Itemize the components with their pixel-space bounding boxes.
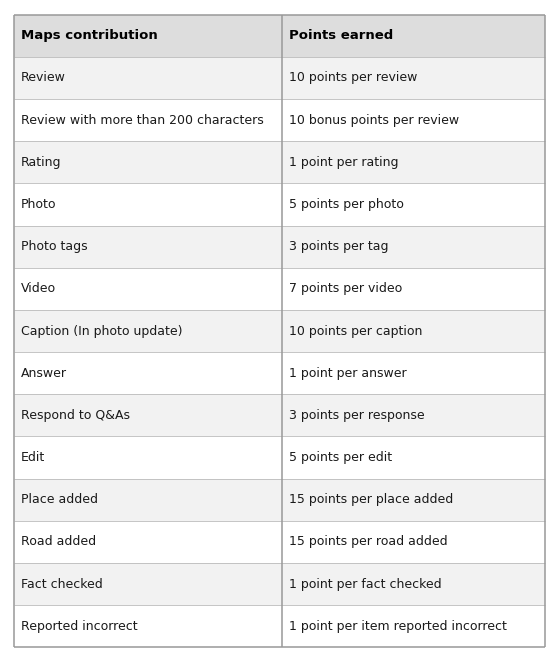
Text: 10 points per caption: 10 points per caption [289,324,422,338]
Text: Video: Video [21,282,56,295]
Text: Caption (In photo update): Caption (In photo update) [21,324,182,338]
Bar [14,352,282,395]
Bar [14,183,282,226]
Bar [14,479,282,521]
Bar [282,479,545,521]
Bar [14,15,282,57]
Bar [282,521,545,563]
Text: 15 points per place added: 15 points per place added [289,493,453,506]
Bar [282,352,545,395]
Bar [282,15,545,57]
Bar [14,99,282,141]
Text: 3 points per response: 3 points per response [289,409,424,422]
Text: 10 points per review: 10 points per review [289,71,417,84]
Bar [14,57,282,99]
Text: 10 bonus points per review: 10 bonus points per review [289,114,459,126]
Text: Maps contribution: Maps contribution [21,29,158,42]
Text: 3 points per tag: 3 points per tag [289,240,389,253]
Text: Points earned: Points earned [289,29,393,42]
Bar [282,605,545,647]
Bar [282,141,545,183]
Bar [282,310,545,352]
Bar [282,57,545,99]
Bar [282,563,545,605]
Bar [282,183,545,226]
Text: Review: Review [21,71,65,84]
Text: Place added: Place added [21,493,98,506]
Bar [14,563,282,605]
Bar [14,226,282,267]
Bar [14,267,282,310]
Text: Review with more than 200 characters: Review with more than 200 characters [21,114,263,126]
Text: 5 points per photo: 5 points per photo [289,198,404,211]
Bar [14,395,282,436]
Bar [282,267,545,310]
Bar [282,395,545,436]
Text: Photo tags: Photo tags [21,240,87,253]
Text: 1 point per answer: 1 point per answer [289,367,406,380]
Text: Edit: Edit [21,451,45,464]
Text: 1 point per rating: 1 point per rating [289,156,399,169]
Text: 1 point per fact checked: 1 point per fact checked [289,578,442,591]
Bar [14,521,282,563]
Bar [14,141,282,183]
Bar [282,99,545,141]
Text: Fact checked: Fact checked [21,578,102,591]
Bar [14,605,282,647]
Text: 5 points per edit: 5 points per edit [289,451,392,464]
Text: Respond to Q&As: Respond to Q&As [21,409,130,422]
Bar [14,310,282,352]
Bar [14,436,282,479]
Text: 7 points per video: 7 points per video [289,282,402,295]
Bar [282,436,545,479]
Text: Reported incorrect: Reported incorrect [21,620,138,633]
Text: 15 points per road added: 15 points per road added [289,536,448,548]
Text: Answer: Answer [21,367,67,380]
Text: Rating: Rating [21,156,61,169]
Text: Photo: Photo [21,198,56,211]
Text: 1 point per item reported incorrect: 1 point per item reported incorrect [289,620,507,633]
Bar [282,226,545,267]
Text: Road added: Road added [21,536,96,548]
